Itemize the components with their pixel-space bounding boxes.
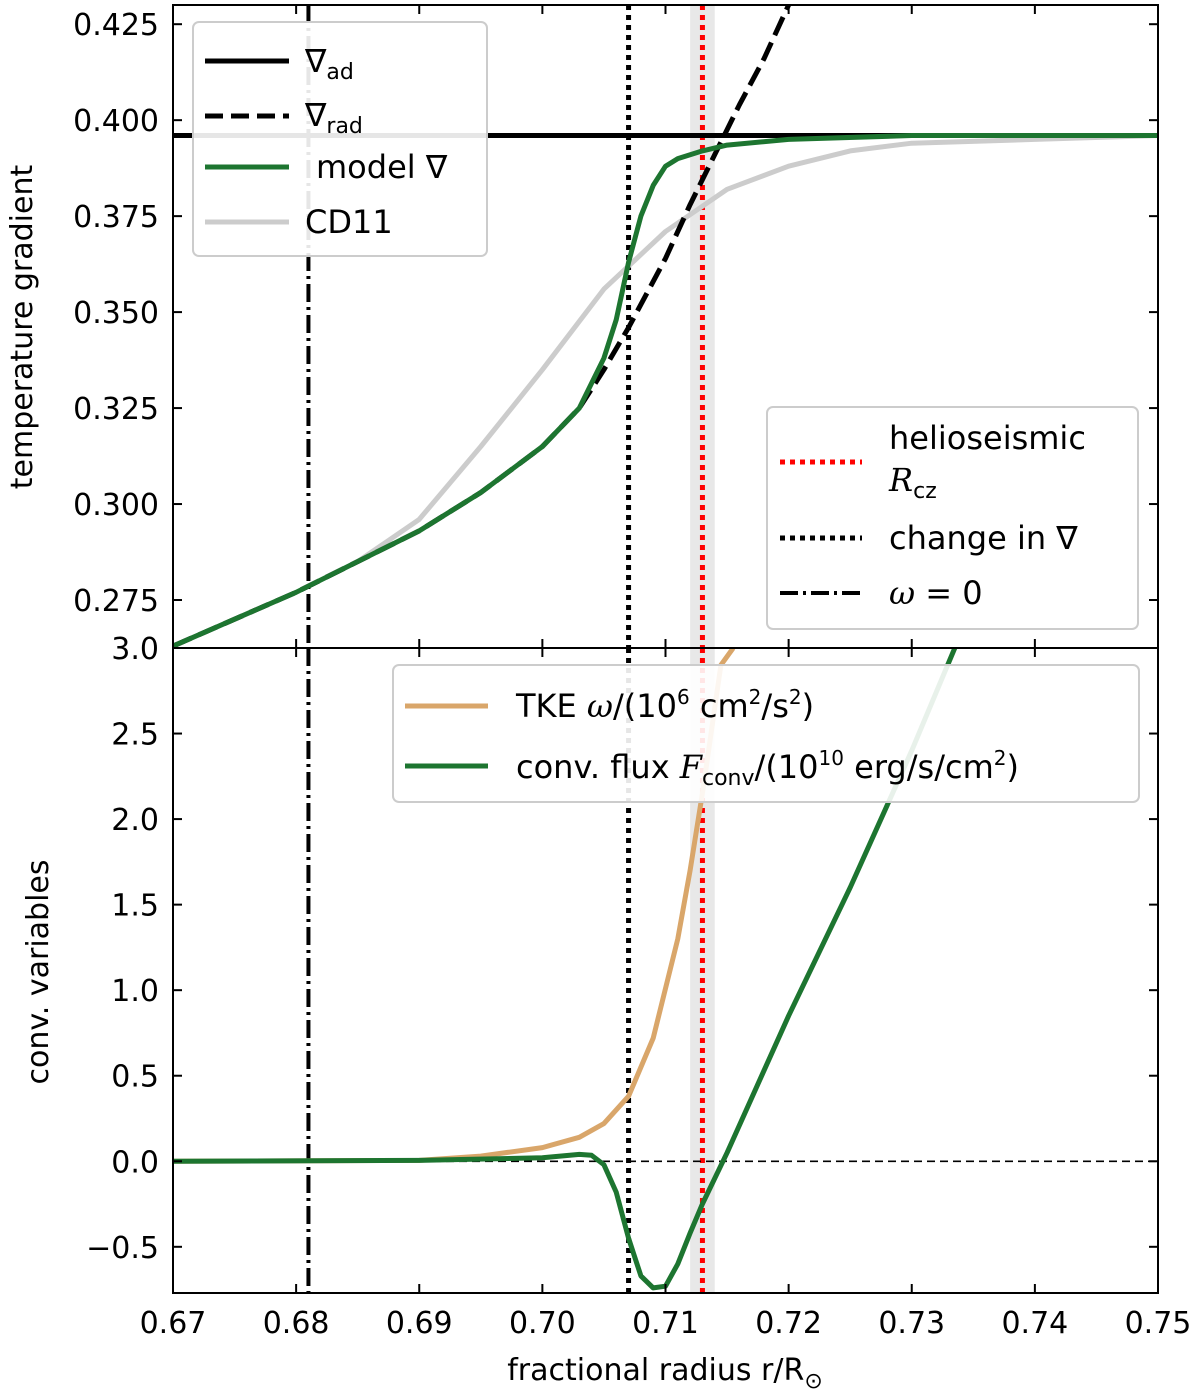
xtick-label: 0.69 (386, 1306, 453, 1341)
x-axis-title: fractional radius r/R⊙ (507, 1353, 823, 1393)
legend-grad-ad-label: ∇ad (304, 42, 354, 85)
top-panel: 0.275 0.300 0.325 0.350 0.375 0.400 0.425 (73, 5, 1159, 648)
legend-omega-label: ω = 0 (889, 574, 983, 612)
ytick-label: 1.0 (111, 974, 159, 1009)
xtick-label: 0.70 (509, 1306, 576, 1341)
ytick-label: 0.375 (73, 200, 159, 235)
xtick-label: 0.71 (632, 1306, 699, 1341)
legend-helio-label-1: helioseismic (889, 419, 1086, 457)
legend-helio-label-2: Rcz (888, 461, 937, 504)
xtick-label: 0.73 (878, 1306, 945, 1341)
ytick-label: 0.5 (111, 1060, 159, 1095)
series-cd11-line (356, 133, 1158, 564)
ytick-label: 0.300 (73, 488, 159, 523)
legend-tke-label: TKE ω/(106 cm2/s2) (515, 685, 814, 725)
ytick-label: 3.0 (111, 632, 159, 667)
legend-top-left-box (192, 21, 488, 257)
ytick-label: 0.400 (73, 104, 159, 139)
ytick-label: 0.275 (73, 584, 159, 619)
ytick-label: 0.0 (111, 1145, 159, 1180)
legend-model-label: model ∇ (316, 148, 448, 186)
top-y-axis-title: temperature gradient (5, 165, 40, 490)
ytick-label: 1.5 (111, 889, 159, 924)
bottom-y-axis-title: conv. variables (21, 859, 56, 1084)
ytick-label: 0.325 (73, 392, 159, 427)
legend-top-left: ∇ad ∇rad model ∇ CD11 (192, 21, 488, 257)
xtick-label: 0.67 (140, 1306, 207, 1341)
ytick-label: 0.425 (73, 8, 159, 43)
ytick-label: 0.350 (73, 296, 159, 331)
legend-bottom: TKE ω/(106 cm2/s2) conv. flux Fconv/(101… (392, 664, 1140, 803)
ytick-label: 2.0 (111, 803, 159, 838)
xtick-label: 0.74 (1001, 1306, 1068, 1341)
legend-change-label: change in ∇ (889, 519, 1078, 557)
legend-top-right-box (766, 406, 1139, 630)
legend-cd11-label: CD11 (305, 203, 393, 241)
xtick-label: 0.72 (755, 1306, 822, 1341)
legend-bottom-box (392, 664, 1140, 803)
series-flux-line (173, 648, 958, 1291)
ytick-label: 2.5 (111, 718, 159, 753)
xtick-label: 0.68 (263, 1306, 330, 1341)
legend-grad-rad-label: ∇rad (304, 96, 363, 139)
bottom-axes-frame (172, 647, 1159, 1294)
legend-flux-label: conv. flux Fconv/(1010 erg/s/cm2) (516, 746, 1019, 791)
sun-symbol: ⊙ (804, 1369, 822, 1393)
series-model-line (173, 133, 1158, 648)
xtick-label: 0.75 (1125, 1306, 1192, 1341)
legend-top-right: helioseismic Rcz change in ∇ ω = 0 (766, 406, 1139, 630)
bottom-panel: −0.5 0.0 0.5 1.0 1.5 2.0 2.5 3.0 0.67 0.68 0.69 0.7… (86, 632, 1191, 1341)
x-axis-title-text: fractional radius r/R (507, 1353, 804, 1388)
ytick-label: −0.5 (86, 1231, 159, 1266)
